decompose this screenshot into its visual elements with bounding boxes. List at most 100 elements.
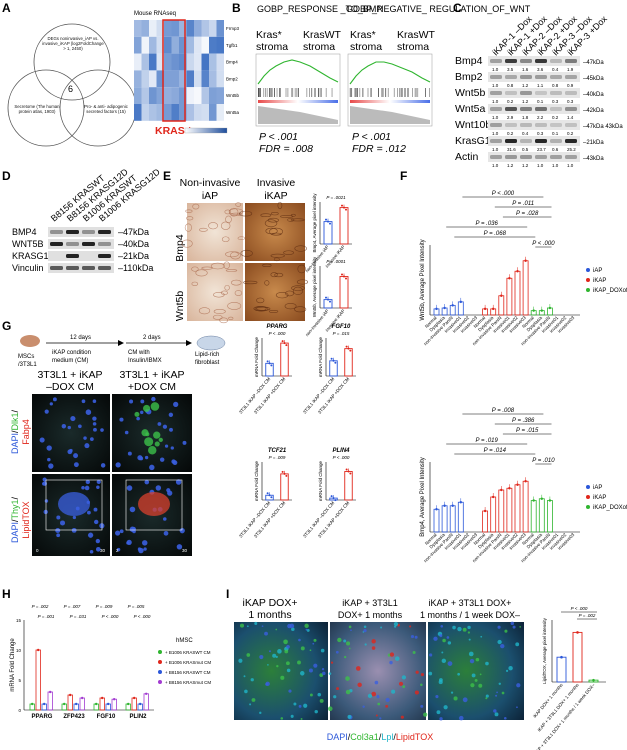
nucleus	[159, 457, 165, 462]
nucleus	[127, 451, 132, 456]
tissue-signal	[420, 673, 424, 677]
c-blot-strip	[488, 120, 580, 130]
i-tissue-texture	[238, 621, 522, 721]
y-tick-label: 15	[16, 618, 22, 623]
tissue-signal	[446, 636, 450, 639]
c-band	[505, 75, 517, 79]
inset-cell	[138, 492, 170, 516]
dlk1-signal	[144, 437, 154, 447]
data-point	[283, 472, 286, 475]
g-flow-ins1: CM with	[128, 350, 150, 356]
nucleus	[162, 517, 167, 521]
e-row-wnt5b: Wnt5b	[174, 291, 186, 322]
tissue-signal	[516, 683, 521, 688]
c-band	[505, 91, 517, 95]
data-point	[266, 492, 269, 495]
legend-marker	[586, 288, 590, 292]
tissue-signal	[275, 628, 278, 631]
tissue-signal	[414, 690, 419, 695]
c-band-value: 1.8	[522, 115, 529, 120]
tissue-signal	[450, 691, 454, 694]
x-tick-label: iKAP DOX+ 1 months	[532, 682, 564, 719]
significance-p: P < .000	[492, 191, 515, 197]
g-row1-label2: Fabp4	[21, 419, 31, 445]
ihc-gland	[283, 250, 295, 255]
p-value: P = .015	[333, 331, 350, 336]
tissue-signal	[498, 682, 501, 685]
legend-label: iKAP	[593, 278, 606, 284]
heatmap-cell	[216, 20, 224, 37]
heatmap-cell	[164, 36, 172, 54]
ihc-gland	[220, 290, 229, 295]
nucleus	[85, 479, 91, 485]
ihc-gland	[268, 310, 279, 313]
tissue-signal	[478, 683, 483, 688]
c-band	[565, 139, 577, 143]
heatmap-cell	[134, 87, 142, 104]
heatmap-cell	[149, 36, 157, 54]
nucleus	[87, 510, 91, 515]
c-band	[550, 75, 562, 79]
nucleus	[78, 424, 82, 429]
tissue-signal	[272, 653, 277, 658]
c-band	[505, 155, 517, 159]
bar	[547, 500, 553, 533]
tissue-signal	[467, 631, 471, 634]
data-point	[329, 300, 331, 303]
gsea-title-1: GOBP_RESPONSE _TO_BMP	[257, 4, 382, 14]
tissue-signal	[293, 702, 297, 706]
bar	[514, 270, 521, 316]
tissue-signal	[264, 631, 268, 636]
d-band-size: –47kDa	[118, 227, 149, 237]
e-col2-l1: Invasive	[257, 177, 296, 189]
tissue-signal	[457, 626, 462, 632]
venn-left-label: Secretome (The human protein atlas, 1903…	[14, 104, 60, 115]
ihc-gland	[225, 215, 232, 224]
bar	[538, 498, 545, 533]
tissue-signal	[246, 653, 251, 657]
nucleus	[61, 424, 67, 429]
tissue-signal	[374, 680, 379, 685]
tissue-signal	[470, 683, 475, 688]
heatmap-cell	[201, 70, 209, 88]
tissue-signal	[333, 695, 337, 699]
c-band-value: 3.5	[507, 67, 514, 72]
tissue-signal	[357, 682, 362, 688]
tissue-signal	[440, 624, 444, 628]
gsea1-right-stroma: stroma	[303, 41, 335, 53]
g-col1-l1: 3T3L1 + iKAP	[37, 369, 102, 381]
d-band	[82, 266, 95, 270]
ihc-gland	[223, 261, 230, 269]
c-band-value: 0.3	[537, 131, 544, 136]
bar	[323, 299, 333, 309]
tissue-signal	[308, 668, 313, 673]
nucleus	[69, 448, 73, 453]
tissue-signal	[284, 649, 289, 654]
nucleus	[119, 417, 124, 422]
nucleus	[115, 530, 121, 536]
bar	[441, 505, 448, 533]
c-band-value: 0.4	[522, 131, 529, 136]
tissue-signal	[439, 717, 443, 721]
c-band-value: 1.0	[492, 147, 499, 152]
p-bot: P = .031	[70, 614, 87, 619]
nucleus	[96, 479, 101, 484]
ihc-gland	[239, 210, 253, 217]
legend-marker	[158, 670, 162, 674]
heatmap-cell	[156, 36, 164, 54]
c-band	[565, 107, 577, 111]
tissue-signal	[313, 663, 318, 668]
c-band	[550, 107, 562, 111]
nucleus	[163, 530, 169, 536]
c-band-value: 1.2	[522, 83, 529, 88]
tissue-signal	[244, 689, 248, 694]
heatmap-cell	[171, 104, 179, 121]
data-point	[345, 208, 347, 211]
dlk1-signal	[153, 431, 161, 439]
tissue-signal	[462, 627, 467, 632]
heatmap-cell	[179, 104, 187, 121]
c-band-value: 0.2	[567, 131, 574, 136]
ihc-gland	[290, 218, 305, 222]
nucleus	[47, 457, 51, 462]
heatmap-cell	[149, 87, 157, 104]
